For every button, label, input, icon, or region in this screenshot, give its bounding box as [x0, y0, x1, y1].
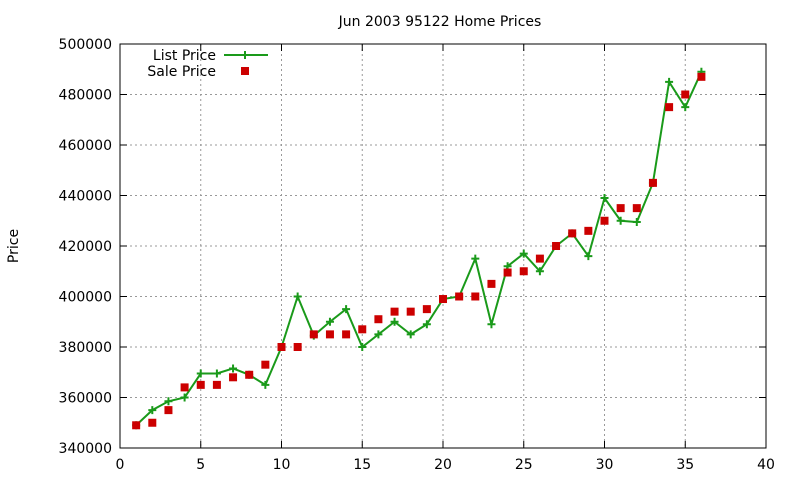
x-tick-label: 30	[596, 457, 614, 473]
point-sale-price	[535, 254, 544, 263]
point-list-price	[681, 103, 690, 112]
y-tick-label: 360000	[59, 391, 112, 407]
point-sale-price	[374, 315, 383, 324]
point-sale-price	[422, 305, 431, 314]
point-sale-price	[439, 295, 447, 304]
point-list-price	[535, 267, 544, 276]
x-tick-label: 20	[434, 457, 452, 473]
x-tick-label: 5	[196, 457, 205, 473]
axis-ticks: 0 5 10 15 20 25 30 35 40 340000 360000 380000 400000…	[59, 37, 775, 473]
point-list-price	[422, 320, 431, 329]
point-sale-price	[229, 373, 238, 382]
point-sale-price	[180, 383, 189, 392]
point-sale-price	[325, 330, 334, 339]
point-list-price	[342, 305, 351, 314]
point-sale-price	[164, 406, 173, 415]
point-list-price	[600, 194, 609, 203]
x-tick-label: 15	[353, 457, 371, 473]
point-sale-price	[665, 103, 674, 112]
x-tick-label: 25	[515, 457, 533, 473]
point-sale-price	[196, 380, 205, 389]
point-list-price	[374, 330, 383, 339]
point-list-price	[358, 343, 367, 351]
chart-title: Jun 2003 95122 Home Prices	[338, 14, 542, 30]
point-list-price	[196, 369, 205, 378]
legend-label-sale-price: Sale Price	[147, 64, 216, 80]
y-axis-label: Price	[6, 229, 22, 263]
y-tick-label: 380000	[59, 340, 112, 356]
point-list-price	[390, 317, 399, 326]
point-list-price	[261, 380, 270, 389]
point-sale-price	[390, 307, 399, 316]
point-sale-price	[600, 216, 609, 225]
point-sale-price	[632, 204, 641, 213]
point-sale-price	[277, 343, 286, 351]
point-sale-price	[245, 370, 254, 379]
point-list-price	[148, 406, 157, 415]
x-tick-label: 35	[676, 457, 694, 473]
point-sale-price	[584, 226, 593, 235]
point-sale-price	[293, 343, 302, 351]
point-list-price	[487, 320, 496, 329]
point-list-price	[616, 216, 625, 225]
series	[132, 67, 706, 430]
point-list-price	[325, 317, 334, 326]
legend-marker-list-price	[241, 51, 249, 59]
point-list-price	[665, 77, 674, 86]
point-sale-price	[342, 330, 351, 339]
point-sale-price	[358, 325, 367, 334]
point-list-price	[212, 369, 221, 378]
point-list-price	[229, 364, 238, 373]
point-list-price	[180, 393, 189, 402]
point-sale-price	[309, 330, 318, 339]
point-list-price	[471, 254, 480, 263]
grid-lines	[120, 44, 766, 448]
series-line-list-price	[135, 71, 703, 427]
y-tick-label: 480000	[59, 88, 112, 104]
point-sale-price	[681, 90, 690, 99]
point-sale-price	[455, 292, 464, 301]
point-sale-price	[697, 72, 706, 81]
point-list-price	[164, 397, 173, 406]
x-tick-label: 0	[116, 457, 125, 473]
y-tick-label: 400000	[59, 290, 112, 306]
point-sale-price	[503, 268, 512, 277]
point-list-price	[519, 249, 528, 258]
point-sale-price	[148, 418, 157, 427]
point-sale-price	[552, 242, 561, 250]
legend: List Price Sale Price	[147, 48, 268, 80]
point-list-price	[293, 292, 302, 301]
point-sale-price	[261, 360, 270, 369]
point-sale-price	[568, 229, 577, 238]
point-sale-price	[648, 178, 657, 187]
point-sale-price	[132, 421, 141, 430]
point-list-price	[584, 252, 593, 261]
point-list-price	[406, 330, 415, 339]
point-sale-price	[471, 292, 480, 301]
point-sale-price	[616, 204, 625, 213]
point-sale-price	[519, 267, 528, 276]
y-tick-label: 420000	[59, 239, 112, 255]
legend-marker-sale-price	[241, 67, 249, 75]
legend-label-list-price: List Price	[153, 48, 216, 64]
point-list-price	[632, 218, 641, 227]
point-sale-price	[406, 307, 415, 316]
x-tick-label: 40	[757, 457, 775, 473]
y-tick-label: 460000	[59, 138, 112, 154]
point-sale-price	[487, 279, 496, 288]
y-tick-label: 440000	[59, 189, 112, 205]
y-tick-label: 340000	[59, 441, 112, 457]
y-tick-label: 500000	[59, 37, 112, 53]
x-tick-label: 10	[273, 457, 291, 473]
point-sale-price	[212, 380, 221, 389]
